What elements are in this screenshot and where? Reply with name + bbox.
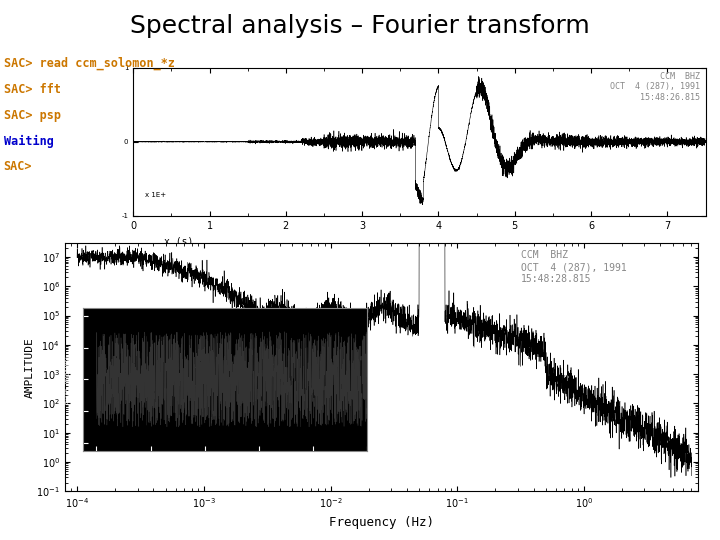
Text: x 1E+: x 1E+	[145, 192, 166, 198]
Text: CCM  BHZ
OCT  4 (287), 1991
15:48:26.815: CCM BHZ OCT 4 (287), 1991 15:48:26.815	[610, 72, 700, 102]
Y-axis label: AMPLITUDE: AMPLITUDE	[24, 337, 35, 397]
Text: SAC>: SAC>	[4, 160, 32, 173]
Text: SAC> fft: SAC> fft	[4, 83, 60, 96]
Text: Spectral analysis – Fourier transform: Spectral analysis – Fourier transform	[130, 14, 590, 37]
X-axis label: x (s): x (s)	[164, 237, 194, 247]
Text: Waiting: Waiting	[4, 134, 53, 147]
Text: SAC> psp: SAC> psp	[4, 109, 60, 122]
Text: CCM  BHZ
OCT  4 (287), 1991
15:48:28.815: CCM BHZ OCT 4 (287), 1991 15:48:28.815	[521, 251, 626, 284]
Text: SAC> read ccm_solomon_*z: SAC> read ccm_solomon_*z	[4, 57, 174, 70]
Y-axis label: PHASE (RADIANS): PHASE (RADIANS)	[66, 355, 71, 404]
X-axis label: Frequency (Hz): Frequency (Hz)	[195, 467, 255, 473]
X-axis label: Frequency (Hz): Frequency (Hz)	[329, 516, 434, 529]
